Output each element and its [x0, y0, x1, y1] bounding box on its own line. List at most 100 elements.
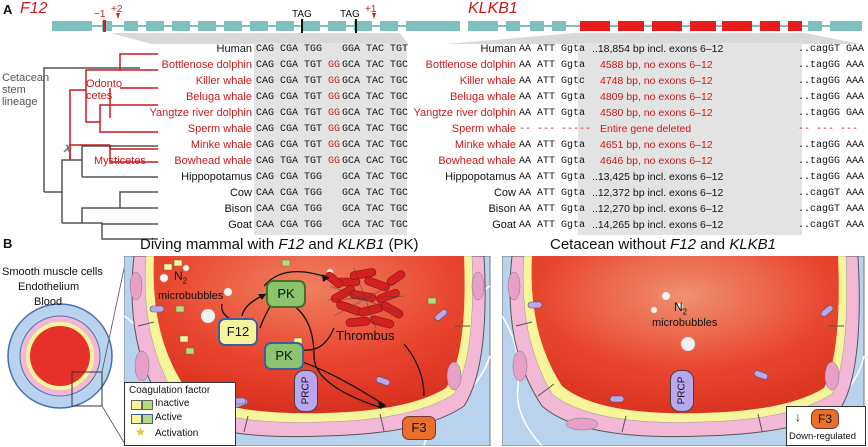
klkb1-deleted-exons — [580, 21, 802, 31]
microbubbles-label-right: microbubbles — [652, 317, 718, 329]
f12-species-name: Bowhead whale — [174, 155, 252, 167]
f12-alignment-bg — [254, 43, 407, 235]
f12-seq-left: CAG CGA TGT — [256, 124, 323, 135]
legend-inactive-label: Inactive — [155, 398, 190, 409]
f12-marker-plus2: +2 — [111, 4, 123, 15]
klkb1-seq-left: AA ATT Ggta — [519, 92, 586, 103]
klkb1-intron-description: 4651 bp, no exons 6–12 — [600, 139, 713, 151]
klkb1-intron-description: 4646 bp, no exons 6–12 — [600, 155, 713, 167]
klkb1-seq-right: ..cagGT AAA — [798, 188, 865, 199]
smooth-muscle-label: Smooth muscle cells — [2, 266, 103, 278]
f12-marker-tag2: TAG — [340, 9, 360, 20]
f12-title: F12 — [20, 0, 48, 17]
f12-species-name: Human — [216, 43, 252, 55]
prcp-node: PRCP — [294, 370, 318, 412]
f12-tag2-mark — [355, 19, 357, 33]
f12-frameshift-insert: GG — [328, 124, 341, 135]
f12-sequence: CAG CGA TGT GG GCA TAC TGC — [256, 60, 408, 71]
thrombus-cluster — [325, 267, 406, 329]
f12-species-name: Bottlenose dolphin — [161, 59, 252, 71]
f12-species-name: Yangtze river dolphin — [149, 107, 252, 119]
f12-seq-right: GCA TAC TGC — [342, 172, 409, 183]
legend-active-label: Active — [155, 412, 183, 423]
legend-active-swatch-green — [142, 414, 153, 424]
f12-sequence: CAA CGA TGG GCA TAC TGC — [256, 220, 408, 231]
panel-b-right-title: Cetacean without F12 and KLKB1 — [550, 236, 777, 253]
right-vessel-panel — [502, 256, 865, 446]
f12-zoom-wedge — [110, 33, 408, 44]
mysticetes-label: Mysticetes — [94, 155, 146, 167]
down-arrow-icon: ↓ — [795, 410, 801, 424]
f3-node-left: F3 — [402, 416, 436, 440]
pk-mid-node: PK — [264, 342, 304, 370]
klkb1-intron-description: 4748 bp, no exons 6–12 — [600, 75, 713, 87]
f12-marker-plus1: +1 — [365, 4, 377, 15]
klkb1-intron-description: ..12,270 bp incl. exons 6–12 — [592, 203, 724, 215]
f12-frameshift-insert: GG — [328, 92, 341, 103]
f12-sequence: CAG CGA TGT GG GCA TAC TGC — [256, 76, 408, 87]
klkb1-seq-left: AA ATT Ggta — [519, 172, 586, 183]
f12-seq-right: GCA TAC TGC — [342, 60, 409, 71]
f12-seq-right: GCA CAC TGC — [342, 156, 409, 167]
klkb1-species-name: Killer whale — [459, 75, 516, 87]
klkb1-seq-left: AA ATT Ggta — [519, 220, 586, 231]
klkb1-seq-right: ..tagGG AAA — [798, 60, 865, 71]
klkb1-species-name: Beluga whale — [449, 91, 516, 103]
klkb1-species-name: Bison — [488, 203, 516, 215]
pk-top-node: PK — [266, 280, 306, 308]
klkb1-seq-right: -- --- --- — [798, 124, 859, 135]
legend-title: Coagulation factor — [129, 385, 211, 396]
f12-exons — [52, 21, 460, 31]
panel-b-left-title: Diving mammal with F12 and KLKB1 (PK) — [140, 236, 419, 253]
panel-letter-b: B — [3, 236, 13, 251]
f12-sequence: CAG CGA TGT GG GCA TAC TGC — [256, 140, 408, 151]
klkb1-seq-right: ..tagGG AAA — [798, 156, 865, 167]
klkb1-seq-right: ..tagGG AAA — [798, 140, 865, 151]
f12-seq-left: CAG CGA TGT — [256, 76, 323, 87]
f12-seq-right: GCA TAC TGC — [342, 108, 409, 119]
f12-seq-right: GCA TAC TGC — [342, 92, 409, 103]
f12-seq-right: GCA TAC TGC — [342, 204, 409, 215]
f12-seq-right: GCA TAC TGC — [342, 140, 409, 151]
cetacean-stem-lineage-label: Cetacean stem lineage — [2, 72, 50, 108]
f12-frameshift-insert: GG — [328, 60, 341, 71]
klkb1-species-name: Minke whale — [454, 139, 516, 151]
legend-active-swatch-yellow — [131, 414, 142, 424]
f12-frameshift-insert: GG — [328, 140, 341, 151]
klkb1-intron-description: ..18,854 bp incl. exons 6–12 — [592, 43, 724, 55]
n2-label-left: N2 — [174, 269, 188, 286]
klkb1-seq-right: ..cagGT AAA — [798, 220, 865, 231]
klkb1-intron-description: 4580 bp, no exons 6–12 — [600, 107, 713, 119]
f12-seq-right: GCA TAC TGC — [342, 124, 409, 135]
f12-tag1-mark — [301, 19, 303, 33]
klkb1-intron-description: Entire gene deleted — [600, 123, 692, 135]
klkb1-seq-right: ..cagGT GAA — [798, 44, 865, 55]
thrombus-label: Thrombus — [336, 328, 395, 343]
f12-seq-left: CAA CGA TGG — [256, 220, 323, 231]
f12-frameshift-insert: GG — [328, 76, 341, 87]
klkb1-seq-right: ..tagGG GAA — [798, 108, 865, 119]
f12-seq-left: CAG CGA TGG — [256, 44, 323, 55]
f12-node: F12 — [218, 318, 258, 346]
microbubbles-label-left: microbubbles — [158, 290, 224, 302]
f12-sequence: CAA CGA TGG GCA TAC TGC — [256, 204, 408, 215]
klkb1-exons — [468, 21, 862, 31]
klkb1-seq-left: AA ATT Ggta — [519, 204, 586, 215]
klkb1-seq-right: ..tagGG AAA — [798, 92, 865, 103]
f12-seq-left: CAA CGA TGG — [256, 188, 323, 199]
klkb1-seq-left: -- --- ----- — [519, 124, 592, 135]
klkb1-seq-right: ..cagGT AAA — [798, 204, 865, 215]
f12-sequence: CAG CGA TGG GGA TAC TGT — [256, 44, 408, 55]
klkb1-intron-description: ..13,425 bp incl. exons 6–12 — [592, 171, 724, 183]
f12-seq-left: CAA CGA TGG — [256, 204, 323, 215]
klkb1-seq-left: AA ATT Ggtc — [519, 76, 586, 87]
f12-frameshift-insert: GG — [328, 108, 341, 119]
f12-species-name: Goat — [228, 219, 252, 231]
klkb1-species-name: Hippopotamus — [445, 171, 516, 183]
f12-sequence: CAG CGA TGT GG GCA TAC TGC — [256, 124, 408, 135]
f12-sequence: CAG CGA TGT GG GCA TAC TGC — [256, 108, 408, 119]
klkb1-seq-left: AA ATT Ggta — [519, 108, 586, 119]
f12-seq-right: GCA TAC TGC — [342, 188, 409, 199]
f12-species-name: Sperm whale — [187, 123, 252, 135]
klkb1-intron-description: 4588 bp, no exons 6–12 — [600, 59, 713, 71]
